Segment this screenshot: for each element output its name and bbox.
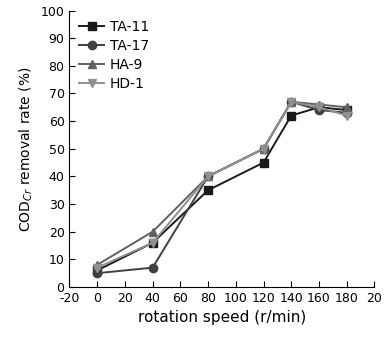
TA-17 (289, 100, 294, 104)
Line: TA-17: TA-17 (93, 98, 351, 277)
HA-9 (289, 100, 294, 104)
Line: TA-11: TA-11 (93, 103, 351, 275)
Line: HD-1: HD-1 (93, 98, 351, 272)
HD-1 (95, 266, 100, 270)
Legend: TA-11, TA-17, HA-9, HD-1: TA-11, TA-17, HA-9, HD-1 (76, 18, 152, 93)
HA-9 (95, 263, 100, 267)
HA-9 (344, 105, 349, 110)
HD-1 (261, 147, 266, 151)
HA-9 (150, 230, 155, 234)
HA-9 (261, 147, 266, 151)
HD-1 (344, 113, 349, 118)
TA-17 (317, 108, 321, 112)
TA-11 (150, 241, 155, 245)
TA-11 (317, 105, 321, 110)
TA-11 (95, 268, 100, 273)
HD-1 (206, 174, 210, 179)
TA-17 (206, 174, 210, 179)
HA-9 (317, 103, 321, 107)
TA-11 (206, 188, 210, 193)
TA-17 (95, 271, 100, 275)
HD-1 (317, 105, 321, 110)
HD-1 (150, 241, 155, 245)
TA-17 (150, 266, 155, 270)
HA-9 (206, 174, 210, 179)
HD-1 (289, 100, 294, 104)
TA-11 (261, 160, 266, 165)
TA-11 (344, 108, 349, 112)
Line: HA-9: HA-9 (93, 98, 351, 269)
Y-axis label: COD$_{Cr}$ removal rate (%): COD$_{Cr}$ removal rate (%) (18, 66, 35, 232)
TA-11 (289, 113, 294, 118)
X-axis label: rotation speed (r/min): rotation speed (r/min) (138, 310, 306, 326)
TA-17 (344, 111, 349, 115)
TA-17 (261, 147, 266, 151)
